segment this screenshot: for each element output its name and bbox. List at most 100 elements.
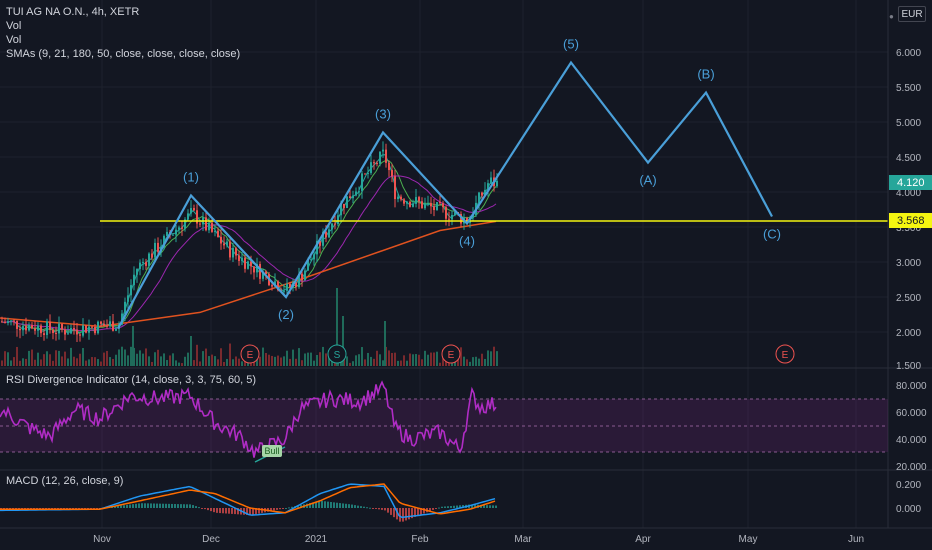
macd-hist-bar [483, 505, 485, 508]
volume-bar [70, 347, 72, 366]
macd-hist-bar [315, 501, 317, 508]
elliott-wave-path[interactable] [117, 60, 773, 330]
macd-hist-bar [261, 508, 263, 513]
volume-indicator-2[interactable]: Vol [6, 34, 22, 46]
volume-bar [274, 356, 276, 366]
candle-body [409, 201, 411, 207]
volume-bar [478, 358, 480, 366]
volume-bar [436, 351, 438, 366]
candle-body [271, 285, 273, 287]
macd-hist-bar [234, 508, 236, 515]
volume-bar [412, 354, 414, 366]
symbol-title[interactable]: TUI AG NA O.N., 4h, XETR [6, 6, 140, 18]
candle-body [490, 177, 492, 184]
candle-body [394, 176, 396, 200]
macd-hist-bar [369, 507, 371, 509]
candle-body [337, 215, 339, 225]
macd-hist-bar [417, 508, 419, 516]
volume-bar [73, 356, 75, 366]
time-tick-label: Dec [202, 534, 220, 545]
volume-bar [268, 354, 270, 366]
volume-bar [364, 359, 366, 366]
volume-bar [157, 349, 159, 366]
rsi-tick-label: 20.000 [896, 462, 927, 473]
volume-bar [241, 361, 243, 366]
macd-hist-bar [228, 508, 230, 514]
candle-body [244, 257, 246, 269]
candle-body [58, 323, 60, 334]
candle-body [358, 191, 360, 193]
candle-body [73, 328, 75, 330]
volume-bar [31, 349, 33, 366]
candle-body [52, 329, 54, 334]
macd-hist-bar [432, 508, 434, 510]
macd-hist-bar [204, 508, 206, 510]
macd-hist-bar [327, 501, 329, 508]
volume-indicator-1[interactable]: Vol [6, 20, 22, 32]
candle-body [238, 255, 240, 261]
candle-body [79, 334, 81, 336]
candle-body [127, 295, 129, 302]
macd-hist-bar [321, 500, 323, 508]
price-tick-label: 3.500 [896, 223, 921, 234]
candle-body [184, 219, 186, 229]
volume-bar [403, 355, 405, 366]
rsi-line[interactable] [0, 380, 497, 458]
rsi-title[interactable]: RSI Divergence Indicator (14, close, 3, … [6, 374, 257, 386]
volume-bar [433, 352, 435, 366]
candle-body [175, 229, 177, 235]
macd-hist-bar [213, 508, 215, 513]
volume-bar [19, 360, 21, 366]
candle-body [445, 207, 447, 219]
candle-body [13, 320, 15, 322]
volume-bar [265, 352, 267, 366]
candle-body [190, 208, 192, 214]
macd-tick-label: 0.000 [896, 504, 921, 515]
volume-bar [475, 356, 477, 366]
price-axis[interactable]: 6.000 5.500 5.000 4.500 4.000 3.500 3.000 2.500… [896, 48, 921, 372]
macd-hist-bar [435, 508, 437, 509]
volume-bar [43, 354, 45, 366]
macd-hist-bar [279, 508, 281, 510]
currency-button[interactable]: EUR [898, 6, 926, 22]
volume-bar [220, 348, 222, 366]
volume-bar [439, 362, 441, 366]
candle-body [322, 231, 324, 246]
macd-hist-bar [390, 508, 392, 515]
volume-bar [232, 359, 234, 366]
price-tick-label: 5.500 [896, 83, 921, 94]
macd-hist-bar [198, 507, 200, 509]
settings-dots-icon[interactable]: ● [889, 12, 894, 21]
candle-body [10, 320, 12, 322]
macd-title[interactable]: MACD (12, 26, close, 9) [6, 475, 124, 487]
macd-hist-bar [384, 508, 386, 511]
sma-indicator[interactable]: SMAs (9, 21, 180, 50, close, close, clos… [6, 48, 241, 60]
macd-hist-bar [495, 505, 497, 508]
event-marker [327, 344, 347, 364]
macd-hist-bar [453, 505, 455, 508]
candle-body [391, 170, 393, 177]
current-price-tag [889, 175, 932, 190]
volume-bar [487, 350, 489, 366]
volume-bar [376, 350, 378, 366]
rsi-axis[interactable]: 80.000 60.000 40.000 20.000 [896, 381, 927, 473]
time-tick-label: 2021 [305, 534, 328, 545]
volume-bar [13, 357, 15, 366]
macd-hist-bar [309, 503, 311, 508]
macd-hist-bar [402, 508, 404, 522]
current-price-label: 4.120 [897, 177, 925, 189]
macd-signal-line[interactable] [0, 483, 496, 515]
candle-body [334, 223, 336, 225]
volume-bar [85, 360, 87, 366]
macd-hist-bar [135, 503, 137, 508]
macd-hist-bar [276, 508, 278, 510]
volume-bar [382, 360, 384, 366]
volume-bar [94, 357, 96, 366]
macd-axis[interactable]: 0.200 0.000 [896, 480, 921, 515]
candle-body [478, 192, 480, 203]
time-tick-label: Apr [635, 534, 651, 545]
candle-body [148, 253, 150, 266]
time-axis[interactable]: Nov Dec 2021 Feb Mar Apr May Jun [93, 534, 864, 545]
